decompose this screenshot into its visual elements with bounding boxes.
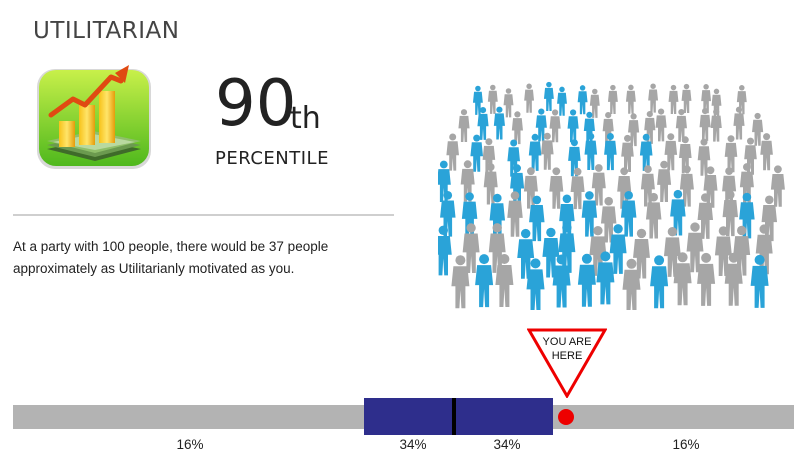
person-silhouette: [549, 109, 561, 143]
person-silhouette: [600, 196, 617, 243]
person-silhouette: [621, 134, 634, 172]
person-silhouette: [529, 195, 545, 242]
person-silhouette: [699, 108, 711, 141]
person-silhouette: [591, 164, 606, 206]
person-silhouette: [557, 86, 567, 116]
person-silhouette: [458, 109, 470, 142]
person-silhouette: [701, 84, 712, 114]
person-silhouette: [602, 112, 614, 145]
person-silhouette: [668, 84, 679, 114]
person-silhouette: [462, 223, 480, 274]
person-silhouette: [607, 84, 618, 114]
person-silhouette: [570, 167, 585, 210]
distribution-middle-band: [364, 398, 553, 435]
percentile-label: PERCENTILE: [215, 148, 329, 169]
segment-label-mid-high: 34%: [493, 437, 521, 452]
person-silhouette: [589, 88, 600, 118]
segment-label-low: 16%: [176, 437, 204, 452]
person-silhouette: [526, 258, 545, 312]
you-are-here-sign: [527, 328, 607, 398]
person-silhouette: [475, 254, 494, 308]
section-divider: [13, 214, 394, 216]
person-silhouette: [549, 167, 564, 209]
person-silhouette: [752, 112, 764, 146]
crowd-people-illustration: [434, 68, 788, 312]
person-silhouette: [620, 191, 637, 237]
trait-title: UTILITARIAN: [33, 18, 180, 44]
you-are-here-marker: [558, 409, 574, 425]
person-silhouette: [760, 133, 773, 171]
person-silhouette: [507, 191, 523, 237]
person-silhouette: [648, 83, 659, 113]
person-silhouette: [543, 81, 554, 111]
percentile-value: 90: [215, 67, 297, 141]
person-silhouette: [584, 132, 598, 170]
person-silhouette: [524, 83, 535, 113]
person-silhouette: [596, 251, 615, 305]
person-silhouette: [697, 252, 716, 306]
person-silhouette: [503, 88, 514, 118]
person-silhouette: [470, 134, 483, 172]
person-silhouette: [622, 258, 641, 312]
person-silhouette: [604, 133, 617, 171]
person-silhouette: [493, 106, 505, 140]
person-silhouette: [664, 133, 678, 171]
person-silhouette: [567, 109, 579, 143]
party-description: At a party with 100 people, there would …: [13, 239, 329, 276]
person-silhouette: [577, 85, 588, 115]
person-silhouette: [770, 165, 785, 207]
you-are-here-label: YOU ARE HERE: [527, 335, 607, 363]
you-are-here-line2: HERE: [551, 350, 583, 362]
person-silhouette: [488, 223, 506, 273]
distribution-median-line: [452, 398, 456, 435]
percentile-suffix: th: [290, 101, 321, 136]
person-silhouette: [645, 192, 662, 239]
person-silhouette: [650, 255, 669, 309]
person-silhouette: [628, 113, 640, 147]
person-silhouette: [673, 252, 692, 306]
you-are-here-line1: YOU ARE: [542, 336, 592, 348]
person-silhouette: [487, 84, 498, 114]
person-silhouette: [722, 190, 739, 237]
person-silhouette: [633, 228, 650, 279]
person-silhouette: [724, 135, 738, 173]
person-silhouette: [511, 111, 523, 145]
person-silhouette: [517, 228, 535, 279]
person-silhouette: [446, 133, 459, 171]
person-silhouette: [724, 252, 743, 306]
person-silhouette: [528, 133, 542, 171]
person-silhouette: [558, 223, 576, 273]
person-silhouette: [541, 132, 554, 170]
person-silhouette: [681, 83, 692, 113]
person-silhouette: [686, 222, 704, 273]
segment-label-mid-low: 34%: [399, 437, 427, 452]
person-silhouette: [639, 133, 653, 171]
person-silhouette: [552, 254, 571, 308]
person-silhouette: [679, 165, 694, 207]
person-silhouette: [577, 253, 596, 307]
person-silhouette: [655, 108, 667, 142]
person-silhouette: [495, 254, 514, 307]
person-silhouette: [609, 224, 627, 274]
money-growth-chart-icon: [33, 65, 155, 173]
person-silhouette: [675, 109, 687, 142]
person-silhouette: [750, 254, 769, 308]
person-silhouette: [710, 108, 722, 142]
person-silhouette: [477, 107, 489, 140]
person-silhouette: [657, 160, 672, 203]
person-silhouette: [697, 193, 714, 239]
segment-label-high: 16%: [672, 437, 700, 452]
person-silhouette: [625, 84, 636, 114]
person-silhouette: [733, 106, 745, 140]
person-silhouette: [670, 189, 686, 236]
person-silhouette: [434, 225, 452, 276]
person-silhouette: [581, 191, 598, 237]
person-silhouette: [451, 255, 470, 309]
person-silhouette: [559, 194, 575, 241]
